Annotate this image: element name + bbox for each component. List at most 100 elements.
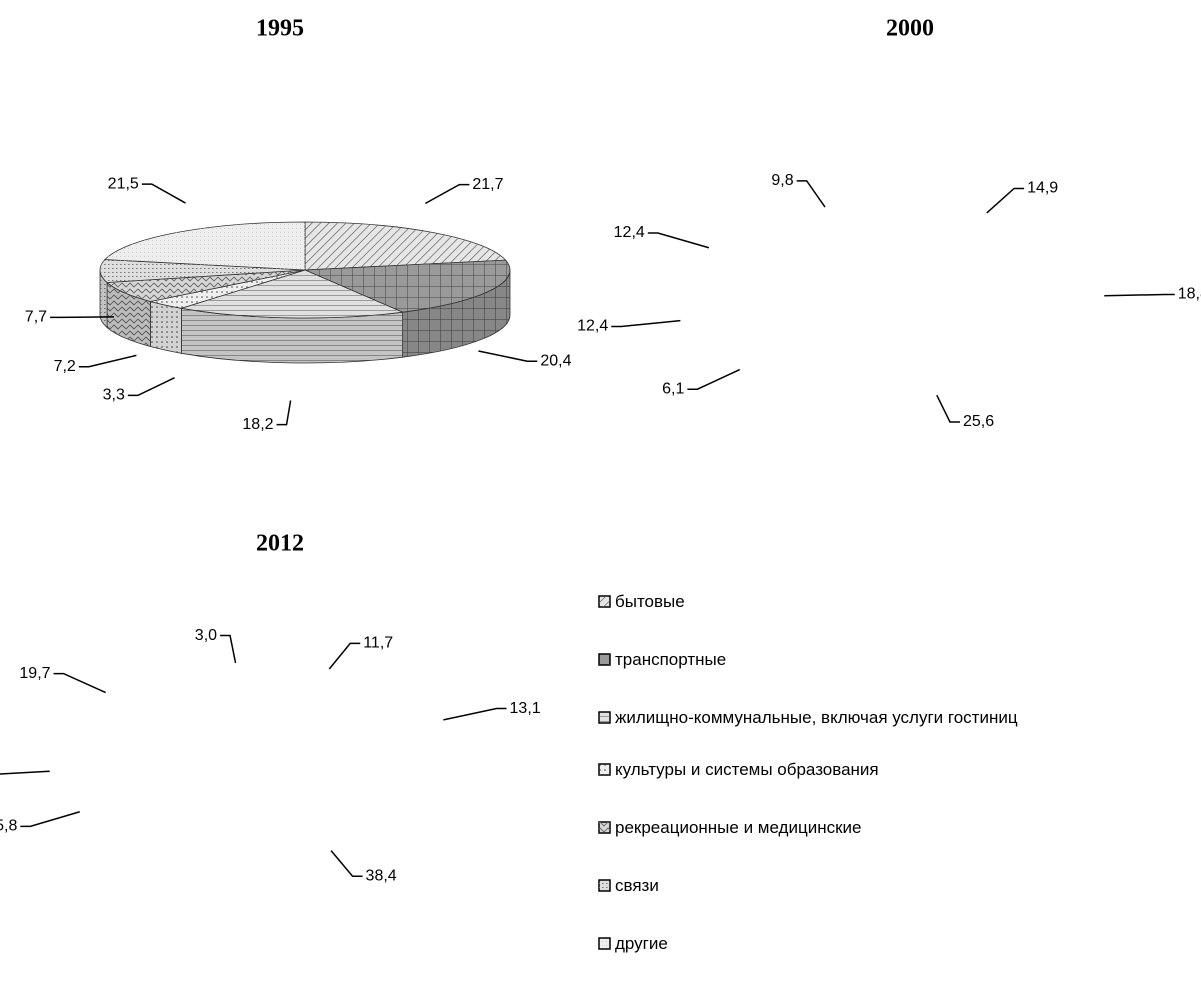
legend-swatch: [598, 595, 611, 608]
leader-line: [478, 350, 538, 362]
leader-line: [141, 183, 186, 204]
slice-side-pattern: [181, 308, 403, 363]
slice: [720, 282, 890, 357]
legend-label: другие: [615, 934, 668, 953]
slice-side-shade: [402, 270, 510, 358]
leader-line: [986, 187, 1025, 214]
legend-item: бытовые: [598, 592, 1038, 650]
data-label: 12,4: [577, 318, 608, 335]
legend-item: культуры и системы образования: [598, 760, 1038, 818]
slice: [796, 300, 1036, 400]
leader-line: [611, 319, 681, 328]
legend-swatch: [598, 937, 611, 950]
legend-swatch-pattern: [599, 880, 610, 891]
leader-line: [796, 180, 826, 208]
leader-line: [1104, 293, 1175, 297]
slice: [255, 660, 370, 760]
legend-item: транспортные: [598, 650, 1038, 708]
data-label: 12,4: [614, 224, 645, 241]
leader-line: [53, 672, 106, 694]
data-label: 7,2: [54, 358, 76, 375]
legend-item: рекреационные и медицинские: [598, 818, 1038, 876]
slice: [749, 300, 890, 384]
slice: [85, 745, 256, 797]
leader-line: [276, 400, 292, 426]
slice: [223, 660, 255, 760]
legend-item: другие: [598, 934, 1038, 992]
slice-pattern: [104, 222, 305, 270]
leader-line: [0, 770, 50, 775]
data-label: 14,9: [1027, 180, 1058, 197]
legend-swatch-pattern: [599, 764, 610, 775]
legend-swatch: [598, 763, 611, 776]
slice: [791, 200, 890, 300]
leader-line: [220, 634, 237, 664]
slice: [255, 685, 425, 760]
slice: [890, 240, 1060, 352]
leader-line: [50, 316, 114, 319]
legend-swatch: [598, 821, 611, 834]
chart-title: 2012: [256, 531, 304, 557]
data-label: 18,8: [1178, 286, 1201, 303]
legend-label: транспортные: [615, 650, 727, 669]
legend: бытовые транспортные жилищно-коммунальные,…: [598, 592, 1038, 992]
data-label: 21,5: [108, 175, 139, 192]
data-label: 7,7: [25, 309, 47, 326]
legend-swatch: [598, 653, 611, 666]
legend-label: связи: [615, 876, 659, 895]
legend-item: связи: [598, 876, 1038, 934]
legend-swatch-pattern: [599, 654, 610, 665]
slice-pattern: [99, 259, 305, 283]
slice: [890, 200, 1027, 300]
data-label: 18,2: [242, 416, 273, 433]
slice-side-pattern: [100, 270, 108, 328]
legend-label: культуры и системы образования: [615, 760, 879, 779]
legend-swatch: [598, 879, 611, 892]
slice-side-pattern: [402, 270, 510, 358]
slice-side-pattern: [150, 301, 182, 354]
slice-side-shade: [150, 301, 182, 354]
slice: [129, 758, 425, 860]
data-label: 3,3: [103, 387, 125, 404]
data-label: 20,4: [540, 352, 571, 369]
data-label: 38,4: [366, 867, 397, 884]
slice: [86, 661, 255, 760]
slice-pattern: [305, 222, 506, 270]
legend-swatch-pattern: [599, 938, 610, 949]
leader-line: [687, 368, 741, 390]
data-label: 9,8: [771, 172, 793, 189]
data-label: 3,0: [195, 627, 217, 644]
leader-line: [443, 707, 507, 721]
chart-title: 2000: [886, 16, 934, 42]
leader-line: [78, 354, 137, 368]
legend-label: бытовые: [615, 592, 685, 611]
data-label: 21,7: [472, 176, 503, 193]
data-label: 11,7: [363, 635, 393, 652]
data-label: 13,1: [510, 700, 541, 717]
slice-pattern: [107, 270, 305, 302]
data-label: 19,7: [19, 665, 50, 682]
slice: [96, 760, 256, 828]
leader-line: [127, 377, 175, 397]
data-label: 25,6: [963, 413, 994, 430]
leader-line: [328, 642, 361, 670]
slice: [722, 218, 890, 300]
slice-side-shade: [181, 308, 403, 363]
leader-line: [425, 183, 470, 205]
slice-pattern: [181, 270, 403, 318]
slice-pattern: [305, 260, 511, 313]
slice-pattern: [150, 270, 305, 309]
leader-line: [936, 394, 960, 423]
legend-item: жилищно-коммунальные, включая услуги гос…: [598, 708, 1038, 760]
chart-title: 1995: [256, 16, 304, 42]
legend-swatch-pattern: [599, 596, 610, 607]
slice-side-shade: [100, 270, 108, 328]
leader-line: [647, 232, 710, 249]
legend-label: жилищно-коммунальные, включая услуги гос…: [615, 708, 1018, 727]
leader-line: [330, 850, 363, 877]
leader-line: [20, 811, 80, 828]
data-label: 5,8: [0, 818, 17, 835]
legend-label: рекреационные и медицинские: [615, 818, 862, 837]
